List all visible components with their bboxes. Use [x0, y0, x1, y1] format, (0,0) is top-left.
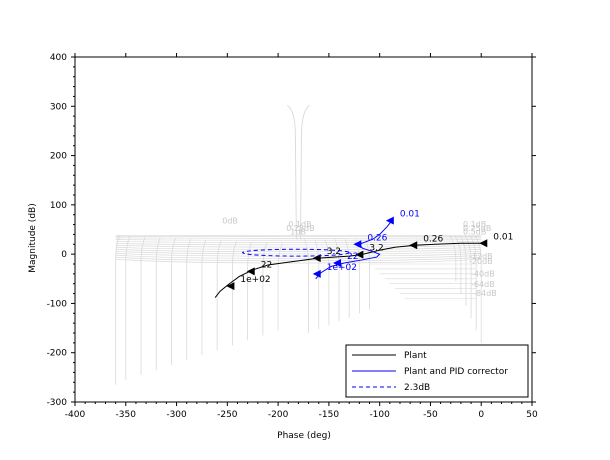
- grid-curve: [115, 239, 482, 241]
- legend-label: Plant and PID corrector: [404, 367, 508, 377]
- grid-curve: [464, 235, 472, 319]
- legend: Plant Plant and PID corrector 2.3dB: [345, 344, 529, 398]
- grid-label: 0.5dB: [463, 227, 486, 236]
- freq-marker: [353, 240, 362, 249]
- y-tick-label: 300: [50, 102, 67, 112]
- grid-curve: [304, 239, 309, 333]
- x-tick-label: -150: [319, 410, 340, 420]
- grid-curve: [186, 238, 192, 361]
- grid-curve: [125, 236, 131, 380]
- grid-curve: [155, 237, 161, 370]
- x-tick-label: 50: [526, 410, 538, 420]
- grid-curve: [115, 235, 120, 385]
- nichols-grid: 0dB 0.1dB0.25dB1dB0.1dB0.25dB0.5dB-12dB-2…: [115, 104, 497, 385]
- grid-label: 0.1dB: [463, 220, 486, 229]
- grid-label: 0dB: [222, 217, 238, 226]
- y-axis-title: Magnitude (dB): [28, 203, 38, 272]
- y-tick-label: -300: [47, 398, 68, 408]
- grid-curve: [354, 239, 360, 314]
- grid-curve: [115, 248, 482, 252]
- grid-curve: [247, 241, 253, 341]
- series-contour-2: [242, 248, 350, 257]
- grid-curve: [324, 239, 330, 326]
- grid-curve: [277, 243, 283, 331]
- x-tick-label: 0: [478, 410, 484, 420]
- grid-curve: [232, 241, 237, 346]
- axes: -400 -350 -300 -250 -200 -150 -100 -50 0 50 -300 -2…: [47, 53, 538, 420]
- x-tick-label: -350: [116, 410, 137, 420]
- grid-curve: [115, 250, 482, 255]
- series-line-0: [214, 242, 486, 298]
- freq-marker: [246, 267, 255, 276]
- x-tick-label: -50: [423, 410, 438, 420]
- grid-label: -12dB: [469, 252, 493, 261]
- grid-label: -40dB: [471, 269, 495, 278]
- series-line-1: [315, 220, 393, 280]
- x-tick-label: -400: [65, 410, 86, 420]
- grid-curve: [201, 239, 207, 356]
- grid-curve: [115, 240, 482, 243]
- freq-marker: [479, 239, 488, 248]
- freq-marker: [355, 250, 364, 259]
- freq-label: 0.26: [367, 233, 387, 243]
- freq-label: 3.2: [369, 244, 383, 254]
- grid-label: 0.25dB: [286, 224, 314, 233]
- freq-marker: [226, 282, 235, 291]
- grid-label: -64dB: [471, 280, 495, 289]
- plot-frame: [74, 56, 533, 403]
- y-tick-label: -200: [47, 349, 68, 359]
- grid-curve: [216, 240, 222, 351]
- freq-marker: [312, 269, 321, 278]
- grid-curve: [115, 254, 482, 259]
- grid-label: 1dB: [290, 227, 306, 236]
- freq-label: 22: [347, 252, 358, 262]
- freq-marker: [333, 259, 342, 268]
- freq-label: 1e+02: [240, 275, 270, 285]
- x-tick-label: -100: [369, 410, 390, 420]
- freq-label: 0.01: [400, 210, 420, 220]
- grid-curve: [115, 237, 482, 239]
- y-tick-label: 100: [50, 201, 67, 211]
- x-axis-title: Phase (deg): [277, 431, 331, 441]
- freq-label: 1e+02: [327, 263, 357, 273]
- y-tick-label: -100: [47, 299, 68, 309]
- freq-label: 22: [261, 260, 272, 270]
- grid-curve: [115, 258, 482, 264]
- freq-label: 3.2: [327, 247, 341, 257]
- x-tick-label: -200: [268, 410, 289, 420]
- x-tick-label: -250: [217, 410, 238, 420]
- y-tick-label: 400: [50, 53, 67, 63]
- grid-label: -84dB: [473, 289, 497, 298]
- grid-curve: [115, 244, 482, 248]
- grid-zero-db-curve: [286, 104, 310, 240]
- grid-label: -20dB: [469, 257, 493, 266]
- freq-marker: [385, 216, 394, 225]
- y-tick-label: 0: [61, 250, 67, 260]
- grid-curve: [171, 238, 176, 366]
- freq-label: 0.01: [493, 232, 513, 242]
- grid-curve: [314, 239, 320, 330]
- grid-curve: [140, 236, 146, 375]
- x-tick-label: -300: [166, 410, 187, 420]
- grid-label: 0.1dB: [288, 220, 311, 229]
- y-tick-label: 200: [50, 152, 67, 162]
- grid-curve: [262, 242, 268, 336]
- grid-label: 0.25dB: [463, 224, 491, 233]
- legend-label: Plant: [404, 351, 427, 361]
- legend-label: 2.3dB: [404, 383, 430, 393]
- freq-marker: [409, 241, 418, 250]
- freq-label: 0.26: [423, 234, 443, 244]
